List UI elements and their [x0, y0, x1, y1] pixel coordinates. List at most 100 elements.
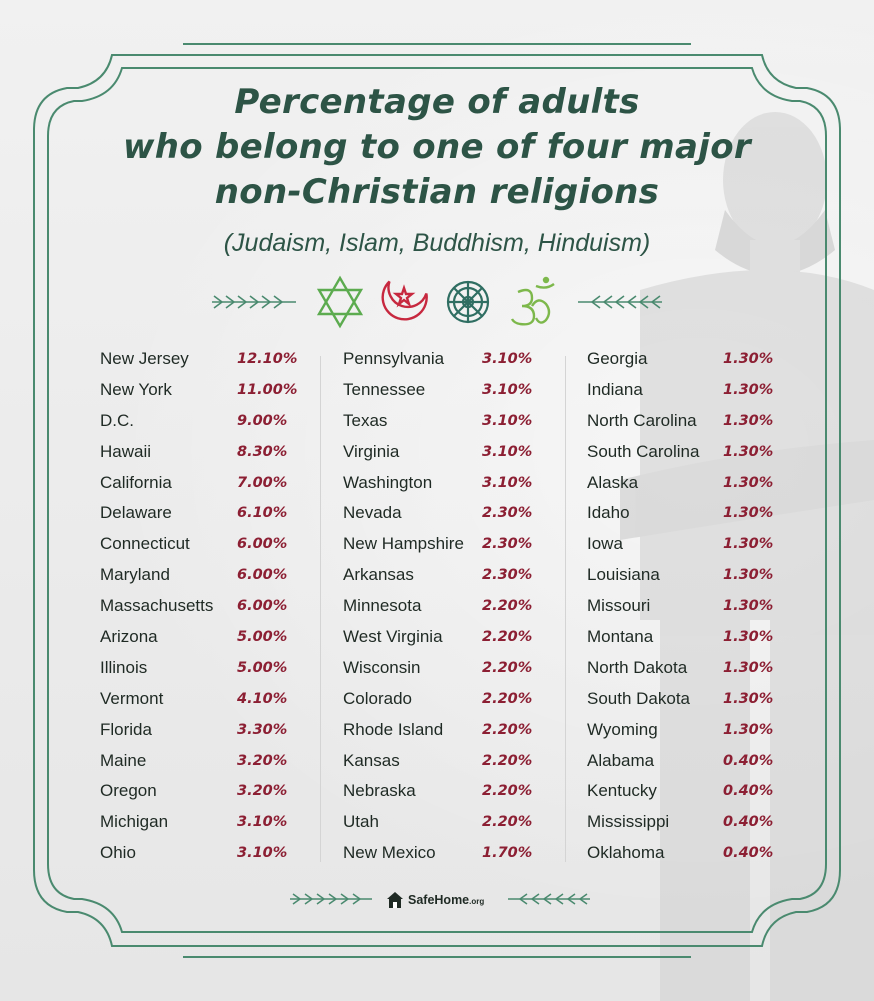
- state-name: New Jersey: [100, 349, 189, 368]
- table-row: New Jersey 12.10%: [100, 344, 300, 375]
- state-name: Louisiana: [587, 565, 660, 585]
- percentage-value: 2.20%: [482, 721, 533, 738]
- state-name: South Dakota: [587, 688, 691, 708]
- percentage-value: 2.20%: [482, 814, 533, 831]
- state-name: Virginia: [343, 441, 400, 461]
- percentage-value: 3.10%: [482, 412, 533, 429]
- percentage-value: 2.20%: [482, 752, 533, 769]
- chart-subtitle: (Judaism, Islam, Buddhism, Hinduism): [223, 229, 651, 257]
- title-line-1: Percentage of adults: [234, 82, 640, 122]
- state-name: Hawaii: [100, 441, 152, 461]
- state-name: Minnesota: [343, 596, 422, 616]
- table-row: Oklahoma 0.40%: [587, 838, 787, 869]
- percentage-value: 0.40%: [723, 752, 774, 769]
- state-name: Texas: [343, 410, 388, 430]
- percentage-value: 12.10%: [237, 351, 298, 367]
- percentage-value: 0.40%: [723, 814, 774, 831]
- table-row: Virginia 3.10%: [343, 437, 543, 468]
- table-row: Arizona 5.00%: [100, 622, 300, 653]
- state-name: Colorado: [343, 688, 412, 708]
- percentage-value: 2.20%: [482, 783, 533, 800]
- percentage-value: 3.10%: [237, 814, 288, 831]
- state-name: New Mexico: [343, 843, 436, 863]
- percentage-value: 2.30%: [482, 536, 533, 553]
- column-divider-2: [565, 356, 566, 862]
- percentage-value: 1.30%: [723, 381, 774, 398]
- star-of-david-icon: [316, 275, 364, 329]
- table-row: Missouri 1.30%: [587, 591, 787, 622]
- dharma-wheel-icon: [446, 280, 490, 324]
- percentage-value: 1.30%: [723, 690, 774, 707]
- state-name: Idaho: [587, 503, 630, 523]
- percentage-value: 1.30%: [723, 629, 774, 646]
- crescent-star-icon: [381, 280, 428, 321]
- house-logo-icon: [387, 892, 403, 908]
- state-name: Nebraska: [343, 781, 416, 801]
- state-name: Florida: [100, 719, 152, 739]
- state-name: New York: [100, 379, 172, 399]
- state-name: South Carolina: [587, 441, 700, 461]
- table-row: Pennsylvania 3.10%: [343, 344, 543, 375]
- table-row: Washington 3.10%: [343, 468, 543, 499]
- percentage-value: 2.20%: [482, 629, 533, 646]
- table-row: Montana 1.30%: [587, 622, 787, 653]
- percentage-value: 3.10%: [482, 381, 533, 398]
- state-name: Missouri: [587, 596, 651, 616]
- state-name: Ohio: [100, 843, 136, 863]
- percentage-value: 1.30%: [723, 351, 774, 367]
- table-row: Minnesota 2.20%: [343, 591, 543, 622]
- table-row: Vermont 4.10%: [100, 684, 300, 715]
- percentage-value: 1.70%: [482, 845, 533, 862]
- table-row: Wisconsin 2.20%: [343, 653, 543, 684]
- percentage-value: 0.40%: [723, 845, 774, 862]
- table-row: Ohio 3.10%: [100, 838, 300, 869]
- table-row: Florida 3.30%: [100, 715, 300, 746]
- state-name: Connecticut: [100, 534, 190, 554]
- table-column-1: New Jersey 12.10% New York 11.00% D.C. 9.00% H…: [100, 344, 300, 869]
- table-row: Louisiana 1.30%: [587, 560, 787, 591]
- table-row: Wyoming 1.30%: [587, 715, 787, 746]
- percentage-value: 1.30%: [723, 474, 774, 491]
- table-row: Kentucky 0.40%: [587, 776, 787, 807]
- om-icon: [510, 276, 555, 326]
- table-row: Iowa 1.30%: [587, 529, 787, 560]
- percentage-value: 6.00%: [237, 536, 288, 553]
- state-name: California: [100, 472, 172, 492]
- table-row: Delaware 6.10%: [100, 498, 300, 529]
- state-name: Iowa: [587, 534, 623, 554]
- percentage-value: 3.20%: [237, 752, 288, 769]
- state-name: Wisconsin: [343, 657, 421, 677]
- table-column-2: Pennsylvania 3.10% Tennessee 3.10% Texas 3.10…: [343, 344, 543, 869]
- table-row: Tennessee 3.10%: [343, 375, 543, 406]
- state-name: Nevada: [343, 503, 402, 523]
- percentage-value: 5.00%: [237, 659, 288, 676]
- state-name: North Dakota: [587, 657, 688, 677]
- percentage-value: 6.10%: [237, 505, 288, 522]
- state-name: Indiana: [587, 379, 643, 399]
- percentage-value: 4.10%: [237, 690, 288, 707]
- table-row: Mississippi 0.40%: [587, 807, 787, 838]
- table-row: North Carolina 1.30%: [587, 406, 787, 437]
- state-name: New Hampshire: [343, 534, 464, 554]
- table-row: Alabama 0.40%: [587, 746, 787, 777]
- title-line-2: who belong to one of four major: [123, 127, 751, 167]
- percentage-value: 1.30%: [723, 567, 774, 584]
- percentage-value: 0.40%: [723, 783, 774, 800]
- table-row: Texas 3.10%: [343, 406, 543, 437]
- table-row: Rhode Island 2.20%: [343, 715, 543, 746]
- percentage-value: 5.00%: [237, 629, 288, 646]
- state-name: Arizona: [100, 627, 158, 647]
- percentage-value: 2.20%: [482, 690, 533, 707]
- brand-logo: SafeHome.org: [386, 888, 484, 912]
- state-name: Wyoming: [587, 719, 658, 739]
- table-row: Utah 2.20%: [343, 807, 543, 838]
- table-row: New Hampshire 2.30%: [343, 529, 543, 560]
- state-name: West Virginia: [343, 627, 443, 647]
- table-row: Arkansas 2.30%: [343, 560, 543, 591]
- percentage-value: 2.20%: [482, 598, 533, 615]
- state-name: Utah: [343, 812, 379, 832]
- state-name: Alaska: [587, 472, 639, 492]
- sprig-right-icon: [578, 295, 662, 309]
- state-name: D.C.: [100, 410, 134, 430]
- table-row: D.C. 9.00%: [100, 406, 300, 437]
